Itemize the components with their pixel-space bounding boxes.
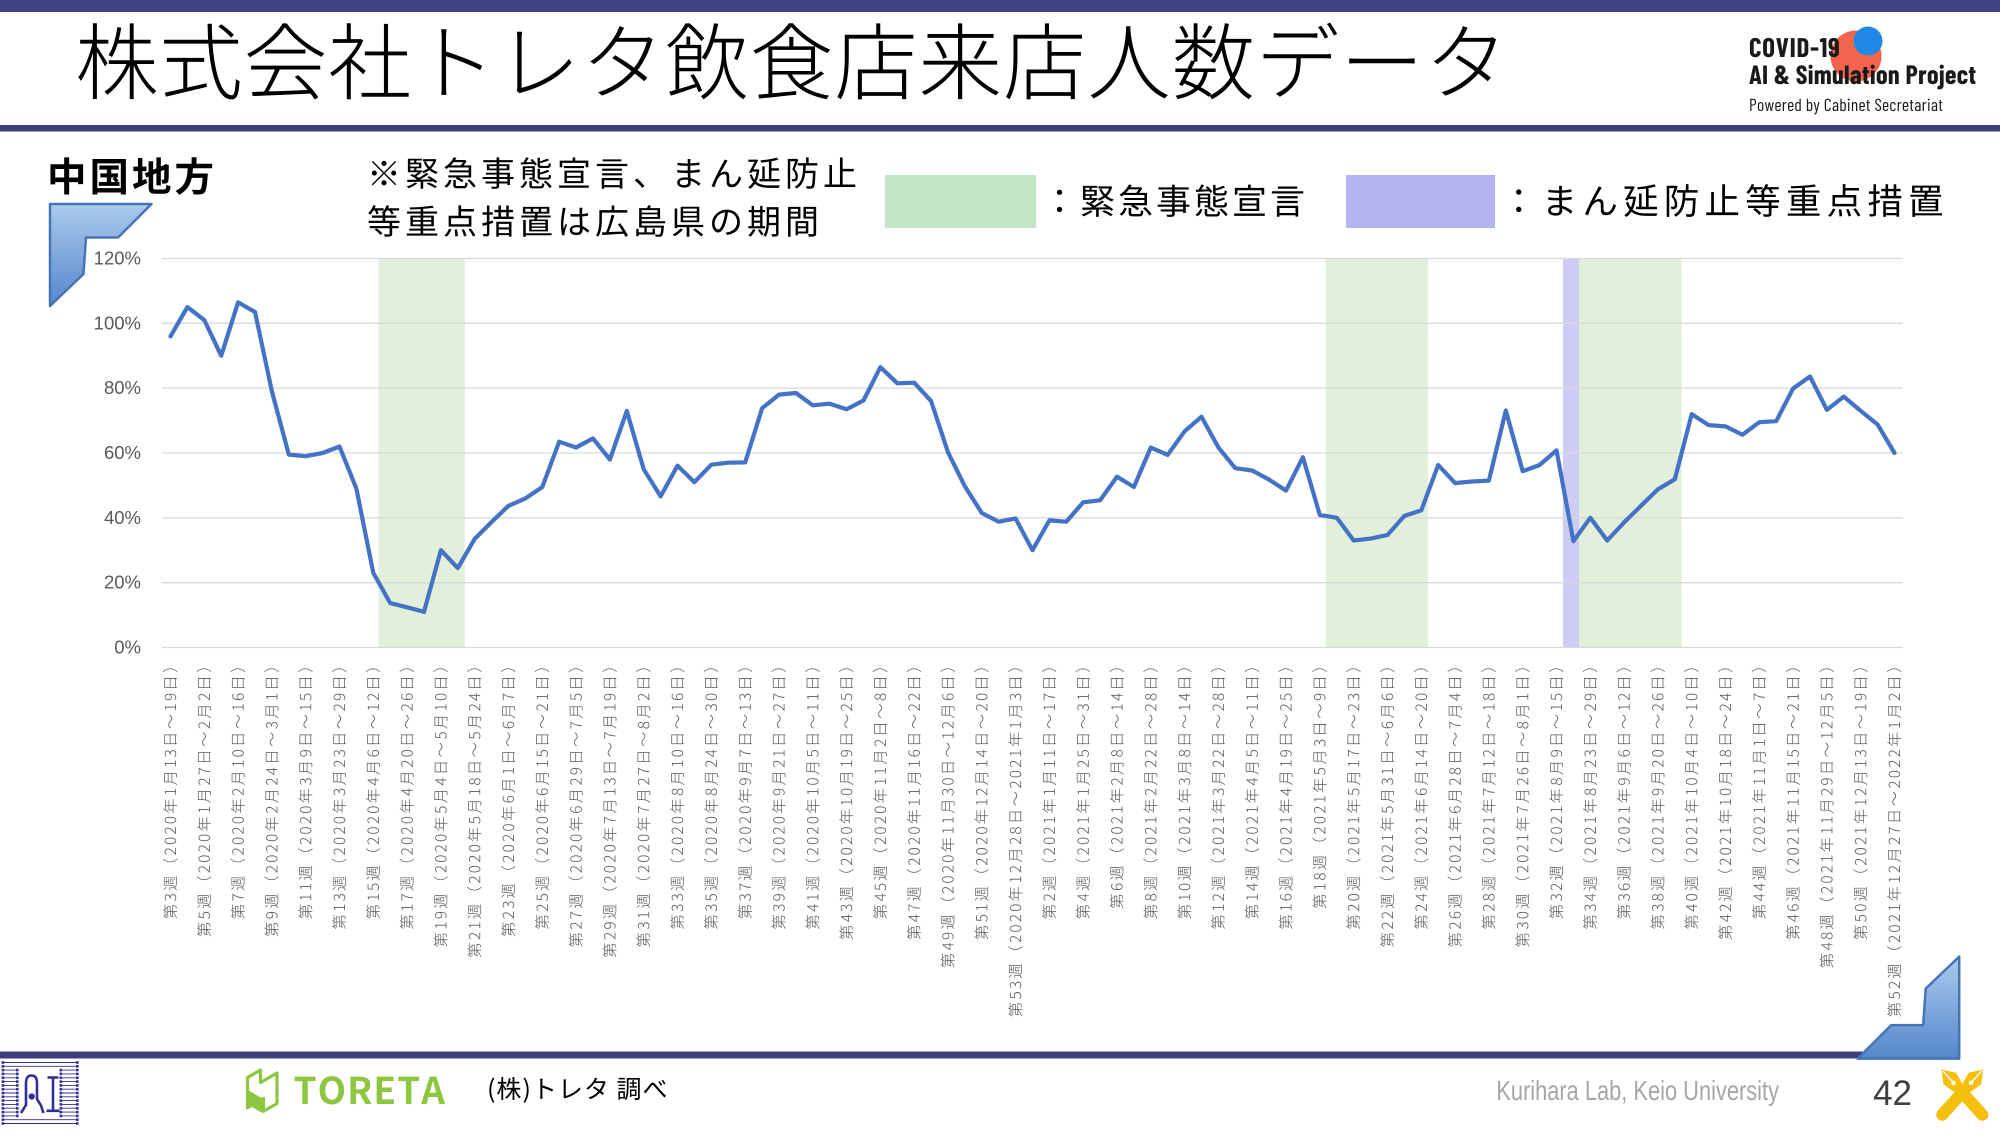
svg-text:20%: 20% [104, 572, 141, 593]
svg-text:0%: 0% [114, 637, 141, 658]
svg-text:Kurihara Lab, Keio University: Kurihara Lab, Keio University [1496, 1075, 1779, 1106]
svg-text:120%: 120% [94, 248, 141, 269]
svg-text:60%: 60% [104, 442, 141, 463]
svg-text:100%: 100% [94, 312, 141, 333]
svg-text:42: 42 [1873, 1074, 1912, 1113]
svg-text:80%: 80% [104, 377, 141, 398]
svg-text:40%: 40% [104, 507, 141, 528]
